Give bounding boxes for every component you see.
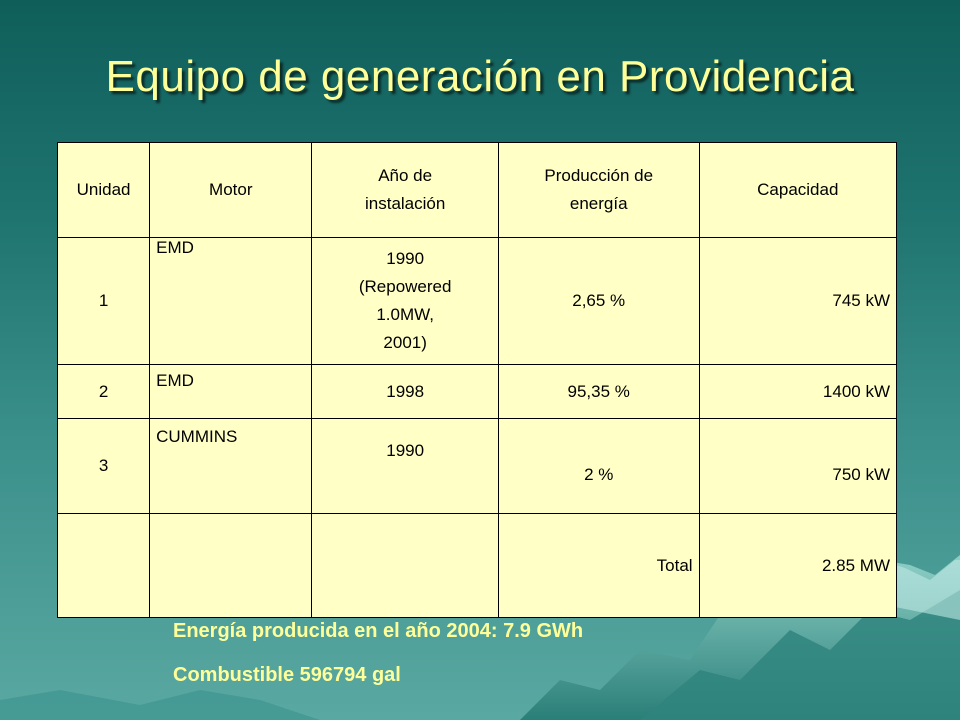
cell-unidad: 3 bbox=[56, 418, 151, 514]
header-anio: Año de instalación bbox=[311, 142, 499, 238]
cell-produccion: 95,35 % bbox=[497, 364, 700, 419]
cell-motor: EMD bbox=[149, 237, 313, 365]
energia-text: Energía producida en el año 2004: 7.9 GW… bbox=[173, 620, 584, 642]
table-row: 2 EMD 1998 95,35 % 1400 kW bbox=[56, 364, 898, 419]
total-label: Total bbox=[497, 513, 700, 618]
cell-anio: 1998 bbox=[311, 364, 499, 419]
combustible-text: Combustible 596794 gal bbox=[173, 664, 401, 686]
header-prod-line2: energía bbox=[569, 194, 628, 213]
header-unidad: Unidad bbox=[56, 142, 151, 238]
cell-motor: CUMMINS bbox=[149, 418, 313, 514]
table-row: 1 EMD 1990 (Repowered 1.0MW, 2001) 2,65 … bbox=[56, 237, 898, 365]
cell-capacidad: 1400 kW bbox=[698, 364, 898, 419]
total-value: 2.85 MW bbox=[698, 513, 898, 618]
header-anio-line1: Año de bbox=[378, 166, 433, 185]
cell-produccion: 2 % bbox=[497, 418, 700, 514]
cell-empty bbox=[311, 513, 499, 618]
header-prod-line1: Producción de bbox=[544, 166, 654, 185]
anio-line4: 2001) bbox=[383, 333, 427, 352]
cell-motor: EMD bbox=[149, 364, 313, 419]
header-motor: Motor bbox=[149, 142, 313, 238]
anio-line3: 1.0MW, bbox=[376, 305, 434, 324]
cell-anio: 1990 bbox=[311, 418, 499, 514]
generation-table: Unidad Motor Año de instalación Producci… bbox=[56, 142, 898, 618]
anio-line1: 1990 bbox=[386, 249, 425, 268]
header-capacidad: Capacidad bbox=[698, 142, 898, 238]
table-row: 3 CUMMINS 1990 2 % 750 kW bbox=[56, 418, 898, 514]
cell-anio: 1990 (Repowered 1.0MW, 2001) bbox=[311, 237, 499, 365]
header-produccion: Producción de energía bbox=[497, 142, 700, 238]
cell-empty bbox=[56, 513, 151, 618]
cell-produccion: 2,65 % bbox=[497, 237, 700, 365]
cell-unidad: 1 bbox=[56, 237, 151, 365]
cell-capacidad: 745 kW bbox=[698, 237, 898, 365]
table-header-row: Unidad Motor Año de instalación Producci… bbox=[56, 142, 898, 238]
anio-line2: (Repowered bbox=[358, 277, 452, 296]
cell-capacidad: 750 kW bbox=[698, 418, 898, 514]
header-anio-line2: instalación bbox=[364, 194, 446, 213]
cell-unidad: 2 bbox=[56, 364, 151, 419]
table-total-row: Total 2.85 MW bbox=[56, 513, 898, 618]
cell-empty bbox=[149, 513, 313, 618]
page-title: Equipo de generación en Providencia bbox=[105, 52, 855, 101]
